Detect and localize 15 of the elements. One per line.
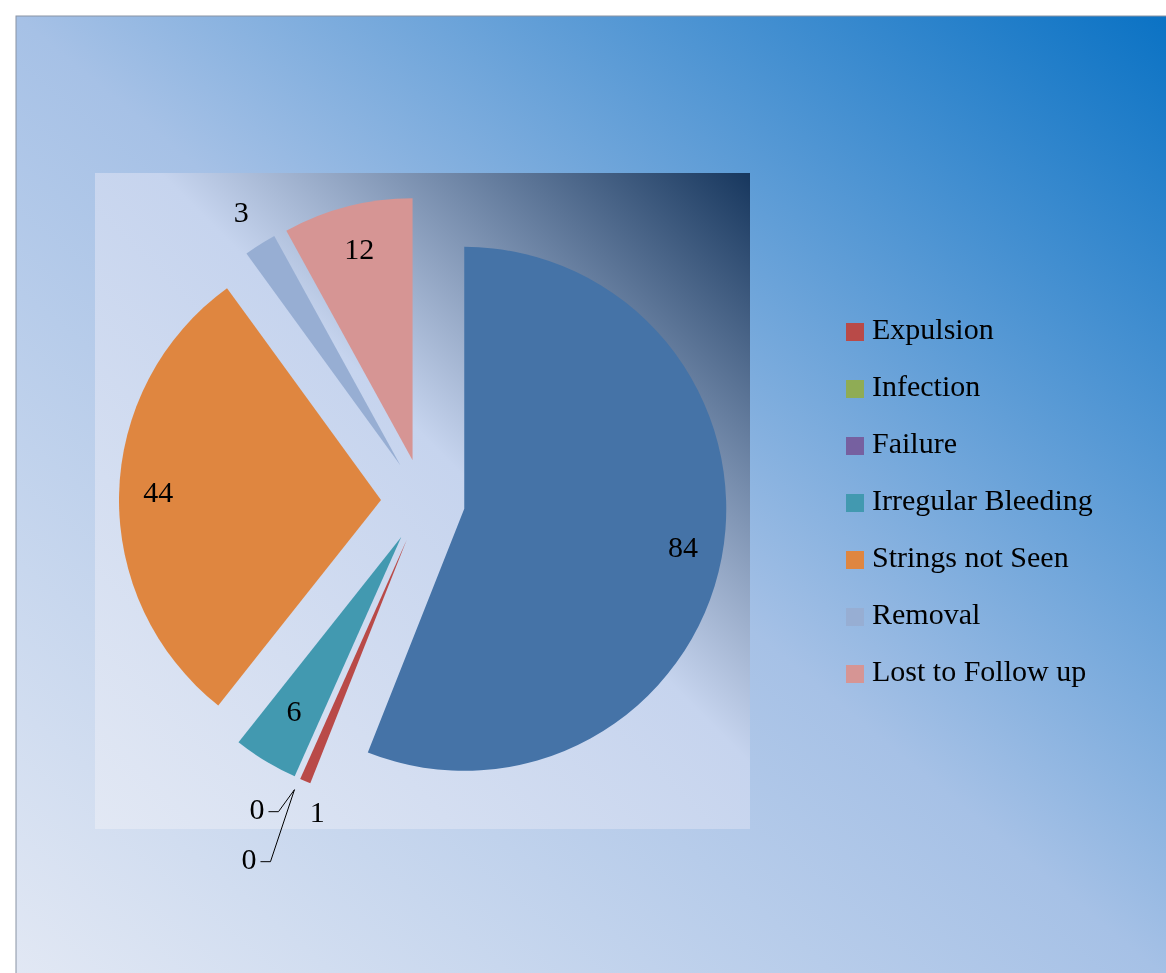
legend-label: Infection [872,368,981,402]
legend-label: Removal [872,596,981,630]
data-label: 44 [143,475,174,509]
data-label: 1 [309,795,325,829]
legend-label: Expulsion [872,311,994,345]
legend-label: Failure [872,425,957,459]
text: 0 [241,841,257,875]
legend-label: Irregular Bleeding [872,482,1093,516]
legend-label: Strings not Seen [872,539,1069,573]
data-label: 12 [344,232,375,266]
data-label: 3 [233,194,249,228]
data-label: 84 [668,530,699,564]
data-label: 6 [286,693,302,727]
text: 0 [249,791,265,825]
legend-label: Lost to Follow up [872,653,1087,687]
